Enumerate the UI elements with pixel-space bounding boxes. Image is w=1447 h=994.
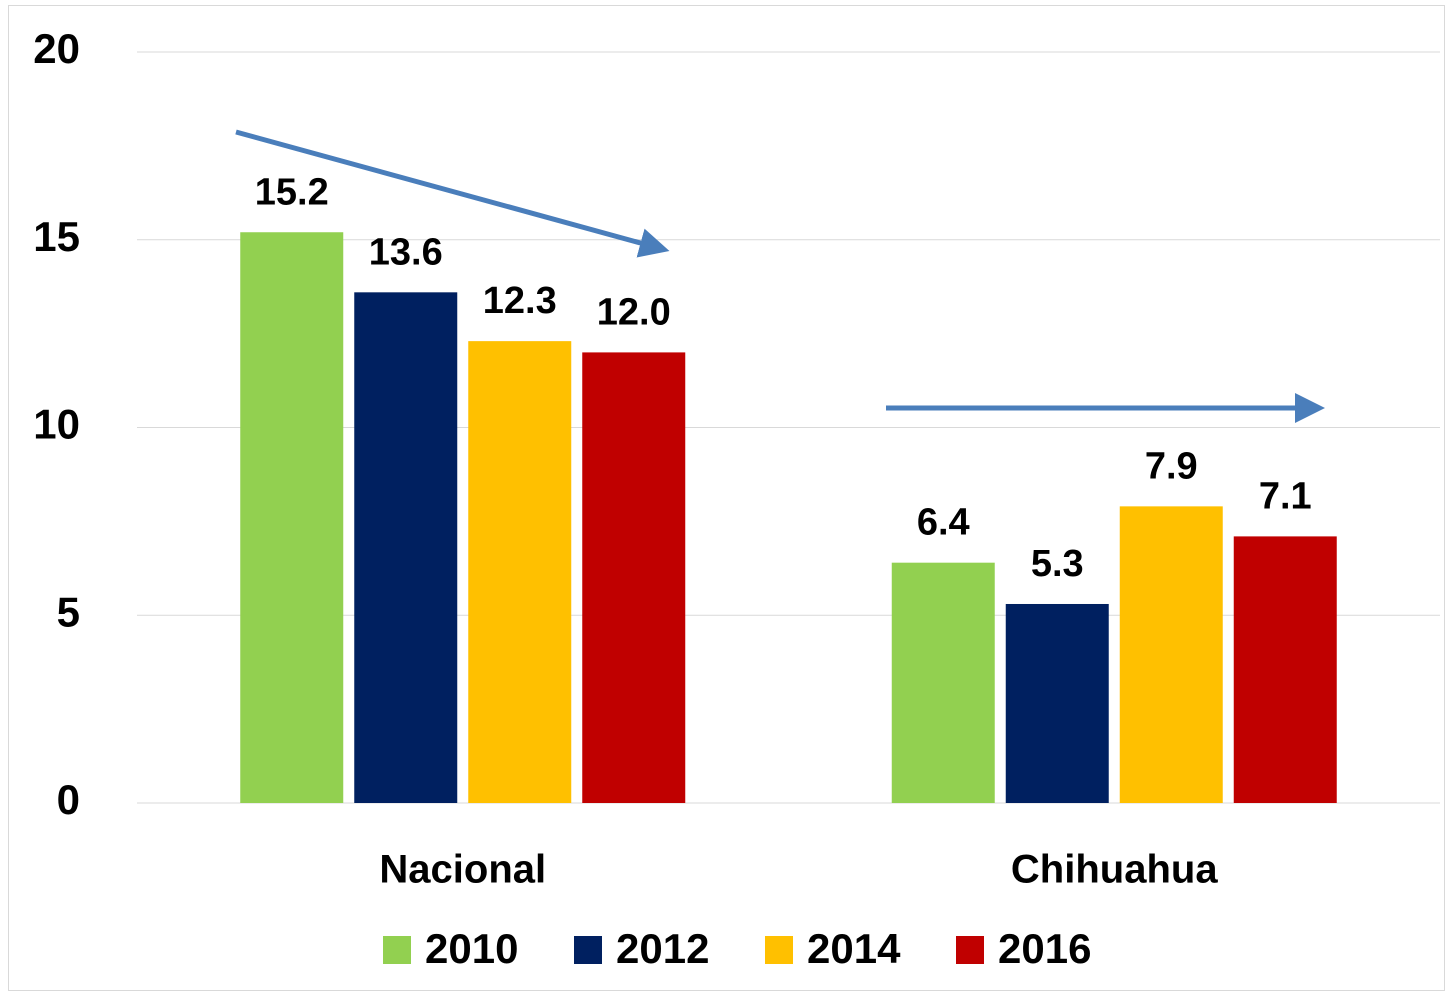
grid (137, 51, 1440, 804)
legend-swatch (383, 936, 411, 964)
value-label: 15.2 (255, 171, 329, 213)
y-tick-label: 5 (57, 588, 80, 635)
chart-border (8, 5, 1445, 991)
y-tick-label: 15 (33, 213, 80, 260)
legend-swatch (765, 936, 793, 964)
bar (468, 341, 572, 803)
value-label: 12.0 (597, 291, 671, 333)
x-tick-label: Nacional (379, 848, 546, 892)
legend-label: 2014 (807, 925, 901, 972)
value-label: 7.1 (1259, 475, 1312, 517)
legend-label: 2010 (425, 925, 518, 972)
y-tick-label: 0 (57, 776, 80, 823)
legend-swatch (956, 936, 984, 964)
bar (582, 352, 686, 803)
value-label: 7.9 (1145, 445, 1198, 487)
bar (891, 562, 995, 803)
y-tick-label: 20 (33, 25, 80, 72)
bar (1119, 506, 1223, 803)
bar (1233, 536, 1337, 803)
legend-swatch (574, 936, 602, 964)
legend-label: 2012 (616, 925, 709, 972)
legend-label: 2016 (998, 925, 1091, 972)
value-label: 6.4 (917, 502, 970, 544)
bar (354, 292, 458, 803)
bar (240, 232, 344, 804)
value-label: 5.3 (1031, 543, 1084, 585)
value-label: 13.6 (369, 231, 443, 273)
y-tick-label: 10 (33, 401, 80, 448)
bar (1005, 603, 1109, 803)
bars (240, 232, 1337, 804)
value-label: 12.3 (483, 280, 557, 322)
trend-arrow (235, 129, 670, 258)
x-tick-label: Chihuahua (1011, 848, 1218, 892)
